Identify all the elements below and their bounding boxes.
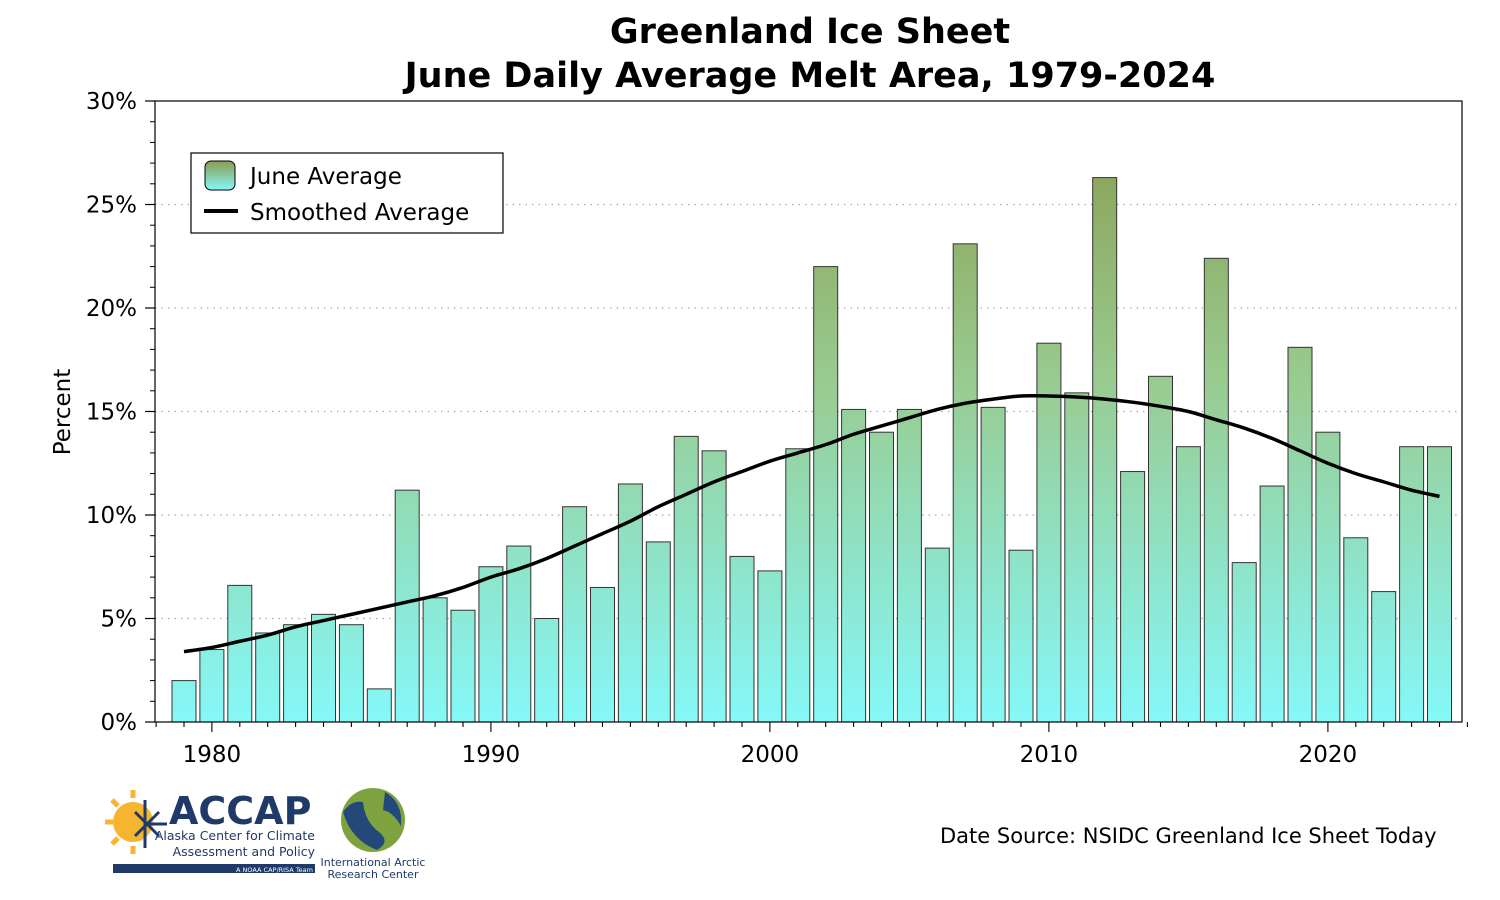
x-tick-label: 2020 xyxy=(1299,742,1358,768)
bar-1995 xyxy=(617,483,643,723)
legend-label-june-average: June Average xyxy=(248,164,402,190)
data-source-note: Date Source: NSIDC Greenland Ice Sheet T… xyxy=(940,824,1437,848)
bar-1999 xyxy=(729,555,755,723)
bar-2003 xyxy=(841,408,867,723)
y-tick-label: 10% xyxy=(86,503,137,529)
svg-text:International Arctic: International Arctic xyxy=(321,856,426,869)
y-tick-label: 15% xyxy=(86,400,137,426)
legend-label-smoothed-average: Smoothed Average xyxy=(250,200,469,226)
bar-1992 xyxy=(534,618,560,723)
chart-subtitle: June Daily Average Melt Area, 1979-2024 xyxy=(404,56,1216,96)
bar-1988 xyxy=(422,597,448,723)
bar-2009 xyxy=(1008,549,1034,723)
bar-2006 xyxy=(924,547,950,723)
bar-1986 xyxy=(366,688,392,723)
bar-2015 xyxy=(1175,446,1201,723)
bar-2013 xyxy=(1120,471,1146,723)
bar-2010 xyxy=(1036,342,1062,723)
legend: June Average Smoothed Average xyxy=(190,152,504,234)
y-tick-label: 30% xyxy=(86,89,137,115)
bar-1987 xyxy=(394,489,420,723)
bar-1998 xyxy=(701,450,727,723)
bar-1984 xyxy=(311,613,336,723)
bar-2014 xyxy=(1148,375,1173,723)
bar-2019 xyxy=(1287,346,1313,723)
bar-2016 xyxy=(1203,257,1229,723)
bar-2017 xyxy=(1231,562,1257,723)
y-tick-label: 0% xyxy=(101,710,138,736)
bar-1997 xyxy=(673,435,699,723)
bar-1981 xyxy=(227,584,253,723)
bar-1979 xyxy=(171,680,197,723)
legend-swatch-june-average xyxy=(204,160,236,191)
bar-2024 xyxy=(1427,446,1452,723)
accap-logo: ACCAP Alaska Center for Climate Assessme… xyxy=(105,788,426,881)
bar-2020 xyxy=(1315,431,1341,723)
bar-2011 xyxy=(1064,392,1090,723)
x-tick-label: 1990 xyxy=(462,742,521,768)
svg-text:A NOAA CAP/RISA Team: A NOAA CAP/RISA Team xyxy=(236,866,313,874)
bar-2005 xyxy=(896,408,922,723)
y-tick-label: 5% xyxy=(101,607,138,633)
bar-1994 xyxy=(590,586,615,723)
bar-1996 xyxy=(645,541,671,723)
bar-1989 xyxy=(450,609,476,723)
x-tick-label: 2010 xyxy=(1020,742,1079,768)
bar-2004 xyxy=(869,431,894,723)
bar-2008 xyxy=(980,406,1006,723)
svg-text:ACCAP: ACCAP xyxy=(169,789,311,833)
y-tick-label: 25% xyxy=(86,193,137,219)
bar-1985 xyxy=(338,624,364,723)
svg-text:Research Center: Research Center xyxy=(328,868,419,881)
bar-2007 xyxy=(952,243,978,723)
x-tick-label: 2000 xyxy=(741,742,800,768)
y-axis-label: Percent xyxy=(50,369,76,456)
svg-text:Assessment and Policy: Assessment and Policy xyxy=(173,844,316,859)
bar-1993 xyxy=(562,506,588,723)
bar-2022 xyxy=(1371,591,1397,723)
bar-1983 xyxy=(283,624,309,723)
bar-1990 xyxy=(478,566,504,723)
y-tick-label: 20% xyxy=(86,296,137,322)
bar-2018 xyxy=(1259,485,1285,723)
x-tick-label: 1980 xyxy=(183,742,242,768)
bar-1982 xyxy=(255,632,281,723)
bar-2021 xyxy=(1343,537,1369,723)
bar-2000 xyxy=(757,570,783,723)
bar-1980 xyxy=(199,649,225,723)
bar-2001 xyxy=(785,448,811,723)
smoothed-average-line xyxy=(183,393,1440,654)
bar-2002 xyxy=(813,266,839,723)
chart-title: Greenland Ice Sheet xyxy=(609,12,1011,52)
svg-text:Alaska Center for Climate: Alaska Center for Climate xyxy=(155,828,315,843)
bar-2012 xyxy=(1092,177,1118,723)
